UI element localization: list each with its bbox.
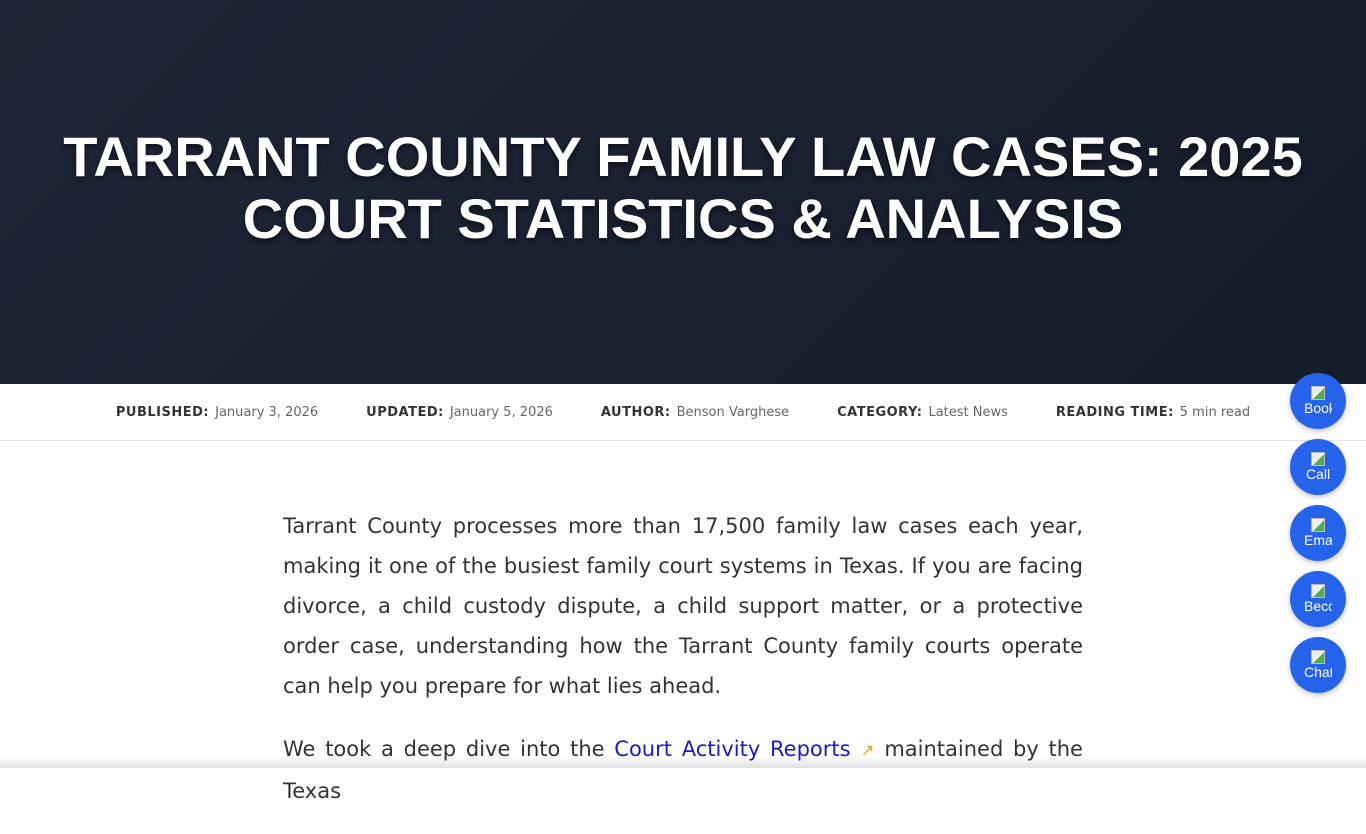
article-meta-bar: PUBLISHED: January 3, 2026 UPDATED: Januar… [0, 384, 1366, 441]
broken-image-icon [1311, 452, 1325, 466]
hero-banner: TARRANT COUNTY FAMILY LAW CASES: 2025 CO… [0, 0, 1366, 384]
become-client-button[interactable]: Becc [1290, 571, 1346, 627]
meta-reading-time: READING TIME: 5 min read [1055, 404, 1251, 420]
second-paragraph: We took a deep dive into the Court Activ… [283, 737, 1083, 803]
broken-image-icon [1311, 518, 1325, 532]
meta-updated: UPDATED: January 5, 2026 [366, 404, 553, 420]
broken-image-icon [1311, 584, 1325, 598]
meta-category: CATEGORY: Latest News [837, 404, 1008, 420]
page-title: TARRANT COUNTY FAMILY LAW CASES: 2025 CO… [63, 125, 1303, 250]
court-activity-reports-link[interactable]: Court Activity Reports [614, 737, 851, 761]
intro-paragraph: Tarrant County processes more than 17,50… [283, 514, 1083, 698]
article-body: Tarrant County processes more than 17,50… [283, 506, 1083, 834]
chat-button[interactable]: Chat [1290, 637, 1346, 693]
meta-author: AUTHOR: Benson Varghese [600, 404, 790, 420]
book-button[interactable]: Book [1290, 373, 1346, 429]
call-button[interactable]: Call [1290, 439, 1346, 495]
meta-published: PUBLISHED: January 3, 2026 [115, 404, 319, 420]
external-link-icon: ↗ [860, 741, 875, 761]
broken-image-icon [1311, 386, 1325, 400]
bottom-shadow [0, 756, 1366, 768]
email-button[interactable]: Ema [1290, 505, 1346, 561]
broken-image-icon [1311, 650, 1325, 664]
